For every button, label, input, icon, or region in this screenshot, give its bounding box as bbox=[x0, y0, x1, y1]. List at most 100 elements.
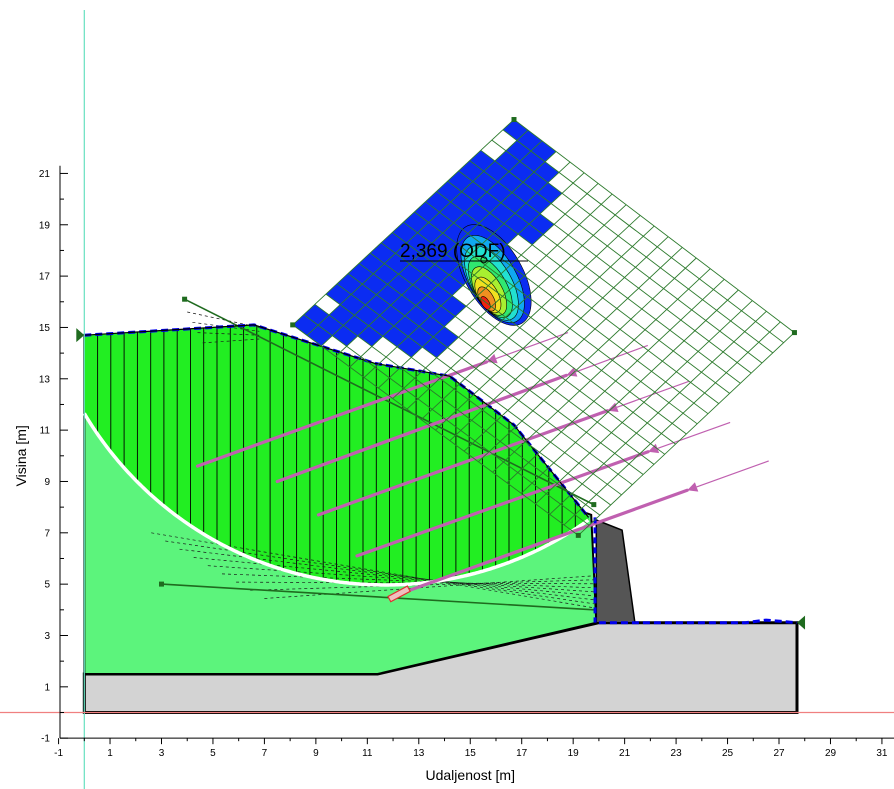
grid-cell-blue bbox=[351, 284, 377, 305]
anchor-head bbox=[486, 353, 498, 364]
line-node bbox=[591, 502, 597, 508]
grid-line bbox=[425, 201, 709, 415]
grid-cell-blue bbox=[340, 294, 366, 316]
x-tick-label: 17 bbox=[516, 748, 528, 759]
grid-cell-blue bbox=[387, 274, 413, 295]
grid-cell-blue bbox=[425, 191, 451, 213]
y-tick-label: 15 bbox=[39, 323, 51, 334]
grid-cell-blue bbox=[469, 150, 495, 172]
grid-line bbox=[414, 211, 698, 425]
right-surface bbox=[598, 618, 798, 625]
grid-cell-blue bbox=[384, 253, 410, 275]
y-tick-label: 17 bbox=[39, 272, 51, 283]
grid-line bbox=[292, 119, 515, 326]
grid-cell-blue bbox=[403, 211, 429, 233]
grid-cell-blue bbox=[412, 274, 438, 296]
grid-cell-blue bbox=[376, 284, 402, 306]
grid-cell-blue bbox=[523, 172, 549, 193]
anchor-tail bbox=[696, 460, 769, 488]
grid-cell-blue bbox=[508, 161, 534, 183]
grid-cell-blue bbox=[441, 295, 467, 317]
critical-center-marker bbox=[480, 256, 488, 264]
grid-cell-blue bbox=[415, 295, 442, 317]
grid-line bbox=[463, 247, 683, 452]
grid-cell-blue bbox=[494, 150, 520, 172]
anchor-tail bbox=[575, 344, 648, 373]
grid-line bbox=[469, 160, 752, 374]
axes: -1 1 3 5 7 9 11 13 15 17 19 21 23 25 27 29 31-1135791113… bbox=[0, 10, 894, 789]
x-tick-label: 5 bbox=[210, 748, 216, 759]
grid-line bbox=[403, 221, 687, 435]
grid-cell-blue bbox=[395, 243, 421, 264]
grid-cell-blue bbox=[434, 254, 460, 275]
anchor-bar bbox=[275, 373, 568, 484]
x-tick-label: 13 bbox=[413, 748, 425, 759]
x-tick-label: -1 bbox=[54, 748, 63, 759]
x-tick-label: 7 bbox=[262, 748, 268, 759]
grid-line bbox=[549, 310, 767, 515]
grid-cell-blue bbox=[359, 253, 385, 274]
grid-cell-blue bbox=[515, 203, 541, 224]
x-tick-label: 11 bbox=[362, 748, 373, 759]
grid-cell-blue bbox=[483, 161, 509, 182]
grid-cell-blue bbox=[458, 160, 484, 182]
grid-cell-blue bbox=[303, 304, 330, 326]
grid-cell-blue bbox=[529, 213, 555, 235]
grid-cell-blue bbox=[373, 263, 399, 285]
grid-cell-blue bbox=[478, 213, 504, 234]
grid-cell-blue bbox=[433, 326, 459, 348]
x-tick-label: 25 bbox=[722, 748, 734, 759]
grid-cell-blue bbox=[409, 253, 435, 275]
boundary-triangle bbox=[76, 328, 85, 343]
anchor-bar bbox=[316, 409, 610, 517]
grid-cell-blue bbox=[439, 202, 465, 223]
grid-cell-blue bbox=[397, 336, 423, 358]
y-tick-label: -1 bbox=[41, 734, 50, 745]
grid-cell-blue bbox=[500, 192, 526, 214]
grid-cell-blue bbox=[450, 191, 476, 213]
grid-cell-blue bbox=[398, 263, 424, 285]
y-tick-label: 7 bbox=[44, 528, 50, 539]
section-layers bbox=[76, 296, 806, 714]
grid-line bbox=[447, 180, 730, 394]
grid-cell-blue bbox=[518, 224, 544, 245]
grid-cell-blue bbox=[307, 325, 333, 346]
y-axis-title: Visina [m] bbox=[13, 425, 29, 486]
anchor-bar bbox=[396, 488, 689, 597]
grid-cell-blue bbox=[493, 223, 519, 245]
grid-cell-blue bbox=[431, 233, 457, 254]
phreatic-line bbox=[184, 298, 595, 506]
grid-cell-blue bbox=[420, 243, 446, 265]
grid-line bbox=[513, 119, 795, 333]
anchor-head bbox=[687, 482, 699, 492]
grid-cell-blue bbox=[348, 263, 374, 285]
y-tick-label: 21 bbox=[39, 169, 51, 180]
x-tick-label: 21 bbox=[619, 748, 631, 759]
lower-line bbox=[161, 583, 594, 611]
grid-cell-blue bbox=[426, 285, 453, 306]
grid-cell-blue bbox=[526, 192, 552, 214]
grid-cell-blue bbox=[502, 119, 528, 141]
y-tick-label: 13 bbox=[39, 374, 51, 385]
grid-cell-blue bbox=[362, 273, 388, 295]
grid-cell-blue bbox=[382, 326, 409, 347]
x-tick-label: 27 bbox=[773, 748, 785, 759]
grid-line bbox=[577, 332, 795, 536]
grid-cell-blue bbox=[437, 274, 464, 296]
grid-cell-blue bbox=[390, 295, 416, 316]
retaining-wall bbox=[595, 518, 636, 624]
dashed-slice-line bbox=[264, 575, 594, 599]
anchor-tail bbox=[657, 421, 731, 449]
grid-cell-blue bbox=[512, 182, 537, 204]
y-tick-label: 11 bbox=[40, 426, 51, 437]
grid-line bbox=[492, 268, 711, 473]
grid-cell-blue bbox=[489, 202, 515, 224]
grid-cell-blue bbox=[464, 202, 490, 224]
x-tick-label: 1 bbox=[107, 748, 113, 759]
grid-cell-blue bbox=[332, 325, 358, 347]
x-tick-label: 23 bbox=[671, 748, 683, 759]
x-tick-label: 9 bbox=[313, 748, 319, 759]
grid-cell-blue bbox=[486, 181, 512, 203]
grid-cell-blue bbox=[461, 181, 487, 203]
